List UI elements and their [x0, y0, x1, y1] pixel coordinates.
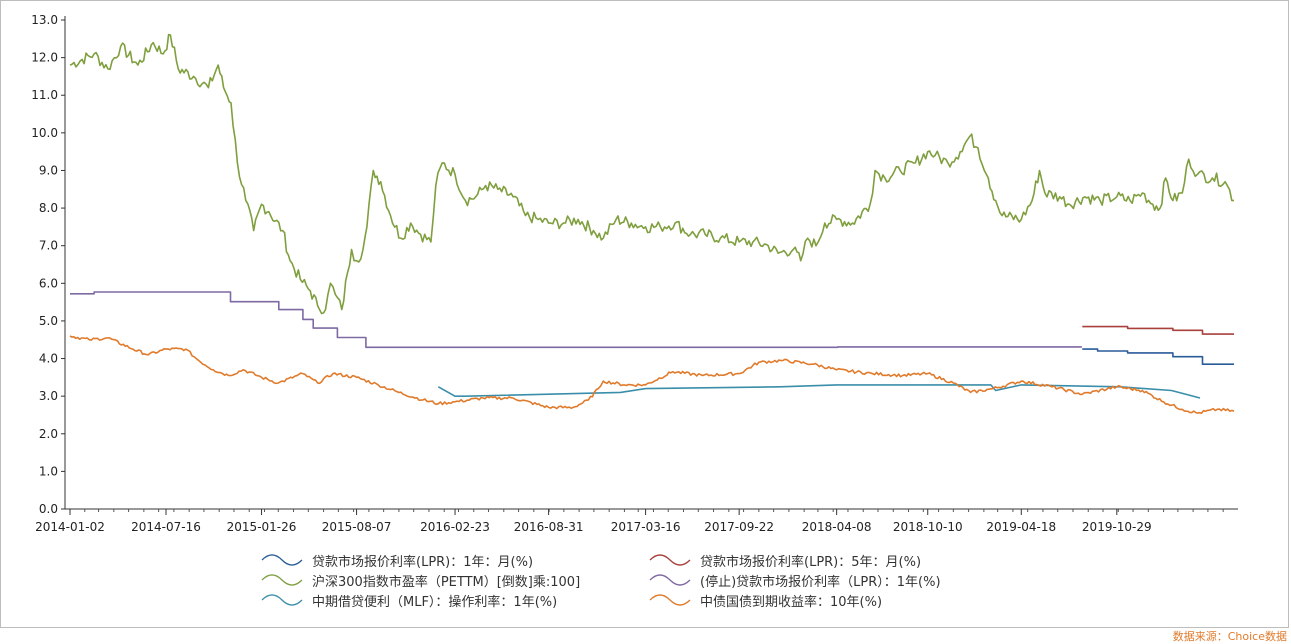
legend-label-5: 中债国债到期收益率：10年(%) — [700, 594, 882, 610]
y-tick-label: 8.0 — [39, 201, 58, 215]
y-tick-label: 2.0 — [39, 427, 58, 441]
series-line-1 — [1082, 325, 1234, 335]
y-tick-label: 5.0 — [39, 314, 58, 328]
legend-swatch-0 — [261, 554, 303, 566]
x-tick-label: 2015-08-07 — [322, 520, 392, 534]
legend-label-3: (停止)贷款市场报价利率（LPR）：1年(%) — [700, 574, 941, 590]
y-tick-label: 6.0 — [39, 276, 58, 290]
y-tick-label: 1.0 — [39, 464, 58, 478]
legend-label-0: 贷款市场报价利率(LPR)：1年：月(%) — [312, 554, 533, 570]
y-tick-label: 10.0 — [31, 126, 58, 140]
y-tick-label: 7.0 — [39, 239, 58, 253]
legend-label-1: 贷款市场报价利率(LPR)：5年：月(%) — [700, 554, 921, 570]
series-line-4 — [437, 384, 1201, 399]
y-tick-label: 0.0 — [39, 502, 58, 516]
legend-swatch-5 — [649, 594, 691, 606]
y-tick-label: 11.0 — [31, 88, 58, 102]
x-tick-label: 2017-03-16 — [611, 520, 681, 534]
legend-swatch-2 — [261, 574, 303, 586]
y-tick-label: 3.0 — [39, 389, 58, 403]
y-tick-label: 4.0 — [39, 352, 58, 366]
series-line-3 — [70, 291, 1082, 349]
x-tick-label: 2014-01-02 — [35, 520, 105, 534]
series-line-5 — [69, 335, 1235, 414]
series-line-2 — [69, 33, 1235, 315]
x-tick-label: 2017-09-22 — [704, 520, 774, 534]
legend-swatch-3 — [649, 574, 691, 586]
x-tick-label: 2019-10-29 — [1082, 520, 1152, 534]
y-tick-label: 13.0 — [31, 13, 58, 27]
x-tick-label: 2019-04-18 — [986, 520, 1056, 534]
x-tick-label: 2016-02-23 — [420, 520, 490, 534]
line-chart: 0.0 1.0 2.0 3.0 4.0 5.0 6.0 7.0 8.0 9.0 10.0 11.0 12… — [31, 13, 1238, 610]
legend-label-2: 沪深300指数市盈率（PETTM）[倒数]乘:100] — [312, 574, 580, 590]
x-tick-label: 2014-07-16 — [131, 520, 201, 534]
legend-label-4: 中期借贷便利（MLF）：操作利率：1年(%) — [312, 594, 557, 610]
chart-frame — [0, 0, 1289, 628]
legend-swatch-4 — [261, 594, 303, 606]
series-line-0 — [1082, 348, 1234, 365]
legend-swatch-1 — [649, 554, 691, 566]
x-tick-label: 2018-10-10 — [893, 520, 963, 534]
y-tick-label: 9.0 — [39, 163, 58, 177]
data-source-note: 数据来源：Choice数据 — [1172, 630, 1287, 643]
x-tick-label: 2016-08-31 — [514, 520, 584, 534]
x-tick-label: 2018-04-08 — [802, 520, 872, 534]
y-tick-label: 12.0 — [31, 51, 58, 65]
x-tick-label: 2015-01-26 — [227, 520, 297, 534]
